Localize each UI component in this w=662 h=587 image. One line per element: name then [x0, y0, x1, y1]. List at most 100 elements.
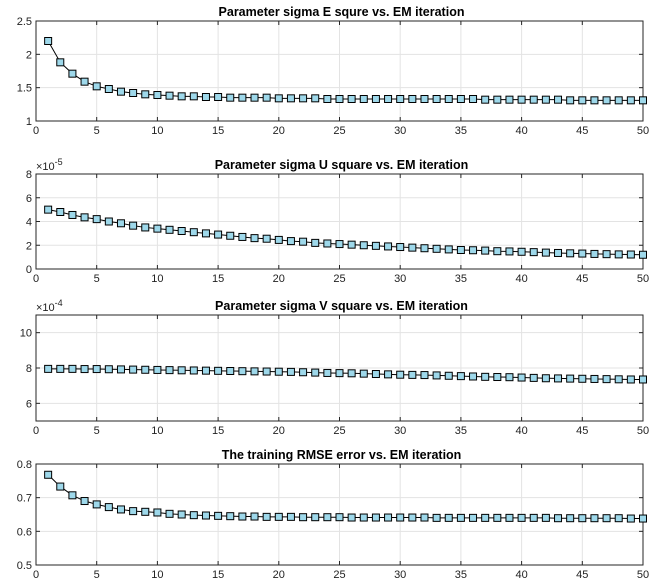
chart-title: The training RMSE error vs. EM iteration — [222, 448, 462, 462]
data-point — [80, 77, 89, 86]
data-point — [347, 95, 356, 103]
x-tick-label: 20 — [273, 569, 285, 581]
data-point — [165, 509, 174, 518]
data-point — [481, 246, 490, 255]
data-point — [68, 210, 77, 219]
data-point — [129, 507, 138, 516]
x-tick-label: 15 — [212, 569, 224, 581]
data-point — [578, 514, 587, 523]
axes-box — [35, 463, 644, 566]
chart-title: Parameter sigma V square vs. EM iteratio… — [215, 299, 468, 313]
x-tick-label: 40 — [515, 569, 527, 581]
y-tick-label: 0.5 — [17, 560, 32, 572]
x-tick-label: 45 — [576, 273, 588, 285]
series-line — [48, 368, 643, 380]
data-point — [323, 513, 332, 522]
data-point — [590, 96, 599, 105]
y-tick-label: 0.6 — [17, 526, 32, 538]
data-point — [396, 370, 405, 379]
data-point — [578, 96, 587, 105]
x-tick-label: 35 — [455, 425, 467, 437]
x-tick-label: 15 — [212, 425, 224, 437]
data-point — [129, 221, 138, 230]
data-point — [359, 95, 368, 103]
x-tick-label: 5 — [94, 273, 100, 285]
data-point — [529, 248, 538, 257]
x-tick-label: 25 — [333, 425, 345, 437]
data-point — [116, 505, 125, 514]
data-point — [408, 95, 417, 103]
y-tick-label: 2.5 — [17, 16, 32, 28]
data-point — [177, 510, 186, 519]
data-point — [335, 95, 344, 103]
y-exponent-label: ×10-4 — [36, 298, 63, 314]
data-point — [384, 370, 393, 379]
x-tick-label: 30 — [394, 125, 406, 137]
chart-title: Parameter sigma E squre vs. EM iteration — [219, 5, 465, 19]
data-point — [614, 250, 623, 259]
data-point — [554, 514, 563, 523]
data-point — [201, 229, 210, 238]
x-tick-label: 10 — [151, 273, 163, 285]
data-point — [153, 224, 162, 233]
x-tick-label: 50 — [637, 273, 649, 285]
data-point — [456, 246, 465, 254]
data-point — [129, 365, 138, 374]
data-point — [469, 246, 478, 255]
data-point — [92, 500, 101, 509]
data-point — [56, 482, 65, 491]
data-point — [590, 514, 599, 523]
data-point — [262, 512, 271, 521]
data-point — [68, 491, 77, 500]
data-point — [505, 513, 514, 522]
data-point — [189, 511, 198, 520]
y-tick-label: 10 — [20, 328, 32, 340]
y-exponent-label: ×10-5 — [36, 157, 63, 173]
data-point — [444, 371, 453, 380]
data-point — [274, 512, 283, 521]
x-tick-label: 50 — [637, 125, 649, 137]
data-point — [141, 365, 150, 374]
data-point — [541, 248, 550, 257]
data-point — [432, 95, 441, 103]
data-point — [384, 242, 393, 251]
data-point — [274, 367, 283, 376]
data-point — [214, 366, 223, 375]
data-point — [602, 96, 611, 105]
data-point — [602, 375, 611, 384]
series-line — [47, 40, 643, 101]
data-point — [189, 92, 198, 101]
data-point — [116, 365, 125, 374]
x-tick-label: 40 — [515, 425, 527, 437]
x-tick-label: 25 — [333, 569, 345, 581]
x-tick-label: 35 — [455, 125, 467, 137]
data-point — [359, 369, 368, 378]
data-point — [420, 95, 429, 103]
data-point — [44, 37, 53, 45]
data-point — [68, 69, 77, 78]
data-point — [286, 94, 295, 103]
data-point — [214, 230, 223, 239]
data-point — [104, 85, 113, 93]
data-point — [323, 239, 332, 248]
data-point — [226, 231, 235, 240]
data-point — [165, 91, 174, 100]
data-point — [359, 513, 368, 522]
x-tick-label: 40 — [515, 273, 527, 285]
data-point — [274, 235, 283, 244]
data-point — [299, 94, 308, 103]
x-tick-label: 5 — [94, 569, 100, 581]
data-point — [250, 367, 259, 376]
data-point — [56, 364, 65, 373]
data-point — [505, 373, 514, 382]
data-point — [517, 373, 526, 382]
data-point — [335, 240, 344, 249]
data-point — [444, 513, 453, 522]
data-point — [141, 223, 150, 232]
x-tick-label: 10 — [151, 125, 163, 137]
data-point — [153, 508, 162, 517]
series-line — [48, 209, 644, 256]
data-point — [68, 364, 77, 373]
data-point — [517, 95, 526, 104]
